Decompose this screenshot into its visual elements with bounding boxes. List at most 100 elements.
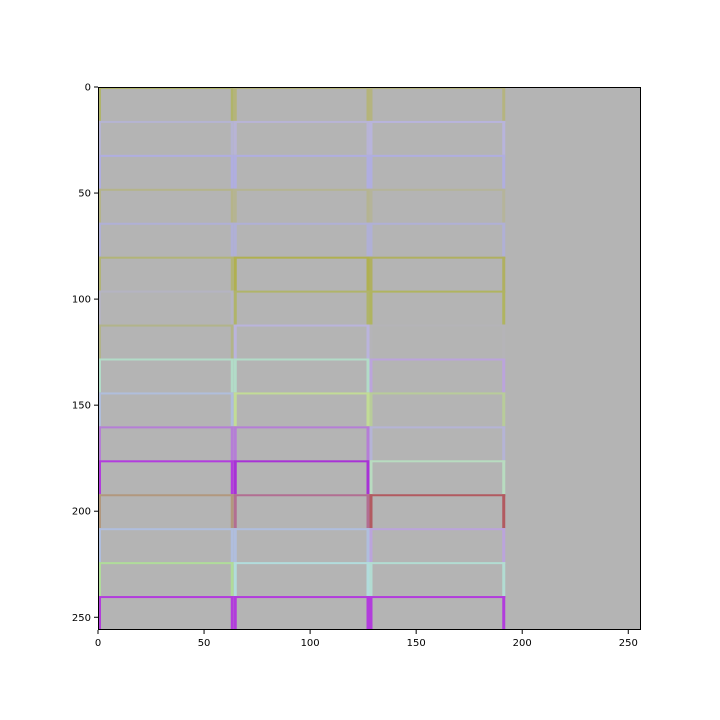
heatmap-cell-edge (230, 426, 234, 461)
heatmap-cell-edge (369, 596, 506, 599)
heatmap-cell-edge (369, 562, 506, 565)
heatmap-cell-edge (98, 324, 234, 327)
heatmap-cell (369, 528, 506, 563)
heatmap-cell-fill (233, 528, 370, 563)
heatmap-cell-edge (98, 494, 234, 497)
heatmap-cell-edge (502, 562, 506, 597)
heatmap-cell-edge (98, 324, 101, 359)
heatmap-cell (369, 596, 506, 630)
heatmap-cell-edge (369, 392, 373, 427)
x-tick-label: 150 (407, 638, 426, 649)
heatmap-cell-fill (98, 256, 234, 291)
heatmap-cell-fill (233, 494, 370, 529)
heatmap-cell-fill (369, 358, 506, 393)
heatmap-cell (98, 426, 234, 461)
plot-frame (98, 87, 641, 630)
y-tick-label: 50 (78, 189, 91, 200)
heatmap-cell-fill (98, 188, 234, 223)
y-tick-label: 100 (72, 295, 91, 306)
heatmap-cell-fill (98, 154, 234, 189)
heatmap-cell-edge (366, 290, 370, 325)
heatmap-cell (98, 460, 234, 495)
heatmap-cell-edge (233, 596, 370, 599)
heatmap-cell-fill (233, 87, 370, 121)
heatmap-cell (233, 290, 370, 325)
heatmap-cell-edge (369, 256, 506, 259)
heatmap-cell (98, 494, 234, 529)
heatmap-cell-edge (233, 392, 237, 427)
heatmap-cell-edge (369, 562, 373, 597)
heatmap-cell-edge (98, 528, 234, 531)
heatmap-cell (233, 222, 370, 257)
heatmap-cell-edge (502, 256, 506, 291)
heatmap-cell-fill (369, 562, 506, 597)
heatmap-cell-edge (230, 358, 234, 393)
heatmap-cell-edge (98, 256, 234, 259)
heatmap-cell (233, 426, 370, 461)
heatmap-cell-fill (233, 562, 370, 597)
heatmap-cell-edge (98, 562, 101, 597)
heatmap-cell-fill (369, 460, 506, 495)
heatmap-cell-edge (233, 426, 237, 461)
heatmap-cell-edge (98, 528, 101, 563)
heatmap-cell (98, 290, 234, 325)
heatmap-cell (369, 460, 506, 495)
heatmap-cell-edge (98, 188, 101, 223)
heatmap-cell (233, 358, 370, 393)
heatmap-cell-edge (369, 324, 373, 359)
y-tick-label: 150 (72, 401, 91, 412)
heatmap-cell-edge (98, 426, 101, 461)
heatmap-cell-fill (98, 120, 234, 155)
heatmap-cell-edge (502, 324, 506, 359)
heatmap-cell-fill (233, 358, 370, 393)
heatmap-cell-edge (369, 426, 506, 429)
heatmap-cell-edge (369, 460, 506, 463)
heatmap-cell-edge (98, 87, 101, 121)
heatmap-cell (233, 460, 370, 495)
heatmap-cell-edge (366, 358, 370, 393)
heatmap-cell-fill (369, 256, 506, 291)
heatmap-cell-edge (369, 188, 373, 223)
heatmap-cell-edge (502, 222, 506, 257)
heatmap-cell (98, 154, 234, 189)
heatmap-cell-edge (233, 154, 370, 157)
heatmap-cell-edge (502, 460, 506, 495)
heatmap-cell-edge (230, 324, 234, 359)
heatmap-cell-edge (366, 528, 370, 563)
heatmap-cell-edge (366, 562, 370, 597)
heatmap-cell-edge (366, 596, 370, 630)
heatmap-cell-edge (366, 494, 370, 529)
heatmap-cell-edge (369, 222, 373, 257)
heatmap-cell-edge (233, 460, 370, 463)
heatmap-cell-edge (233, 358, 237, 393)
heatmap-cell-edge (230, 562, 234, 597)
heatmap-cell-fill (98, 324, 234, 359)
heatmap-cell-fill (98, 358, 234, 393)
heatmap-cell-fill (98, 392, 234, 427)
heatmap-cell (369, 222, 506, 257)
heatmap-cell-fill (233, 596, 370, 630)
x-tick-label: 100 (301, 638, 320, 649)
heatmap-cell (233, 188, 370, 223)
heatmap-cell-edge (502, 154, 506, 189)
heatmap-cell-edge (366, 392, 370, 427)
heatmap-cell-edge (98, 494, 101, 529)
x-tick-label: 0 (95, 638, 101, 649)
heatmap-cell-fill (98, 460, 234, 495)
heatmap-cell-edge (369, 222, 506, 225)
heatmap-cell-edge (502, 392, 506, 427)
heatmap-cell-edge (98, 290, 234, 293)
heatmap-cell-edge (233, 256, 370, 259)
heatmap-cell-edge (502, 87, 506, 121)
heatmap-cell (369, 392, 506, 427)
heatmap-cell-edge (233, 460, 237, 495)
heatmap-cell-fill (98, 290, 234, 325)
heatmap-cell-edge (230, 256, 234, 291)
heatmap-cell-edge (98, 358, 234, 361)
heatmap-cell-edge (98, 596, 101, 630)
heatmap-cell (98, 120, 234, 155)
heatmap-cell-edge (366, 188, 370, 223)
heatmap-cell-edge (230, 120, 234, 155)
heatmap-cell-edge (98, 426, 234, 429)
heatmap-cell-edge (369, 392, 506, 395)
